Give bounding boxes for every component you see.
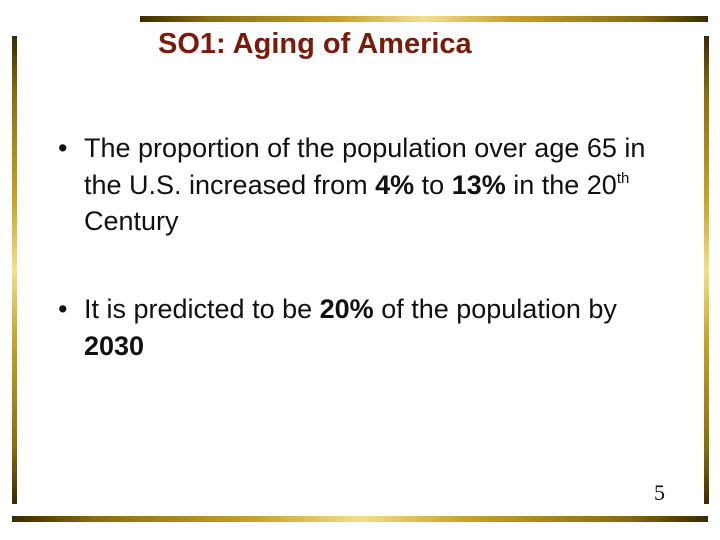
bottom-border-bar [12,516,708,522]
top-border-bar [140,16,708,22]
bullet-item-1: • The proportion of the population over … [58,130,678,240]
bullet-1-value-4pct: 4% [375,169,415,200]
bullet-1-text-3: in the 20 [505,169,617,200]
bullet-2-text-1: It is predicted to be [84,294,320,325]
bullet-2-value-year: 2030 [84,330,145,361]
bullet-list: • The proportion of the population over … [58,130,678,365]
bullet-1-text-4: Century [84,206,179,237]
bullet-1-text-2: to [414,169,452,200]
left-border-bar [12,36,17,504]
page-number: 5 [654,480,665,505]
bullet-1-text-1: The proportion of the population over ag… [84,133,646,200]
bullet-2-value-20pct: 20% [319,294,374,325]
bullet-marker: • [58,294,68,325]
bullet-1-ordinal-suffix: th [616,169,630,187]
slide-title: SO1: Aging of America [158,28,472,60]
right-border-bar [704,36,709,504]
bullet-marker: • [58,133,68,163]
bullet-1-value-13pct: 13% [451,169,506,200]
bullet-2-text-2: of the population by [373,294,617,325]
bullet-item-2: • It is predicted to be 20% of the popul… [58,291,678,364]
